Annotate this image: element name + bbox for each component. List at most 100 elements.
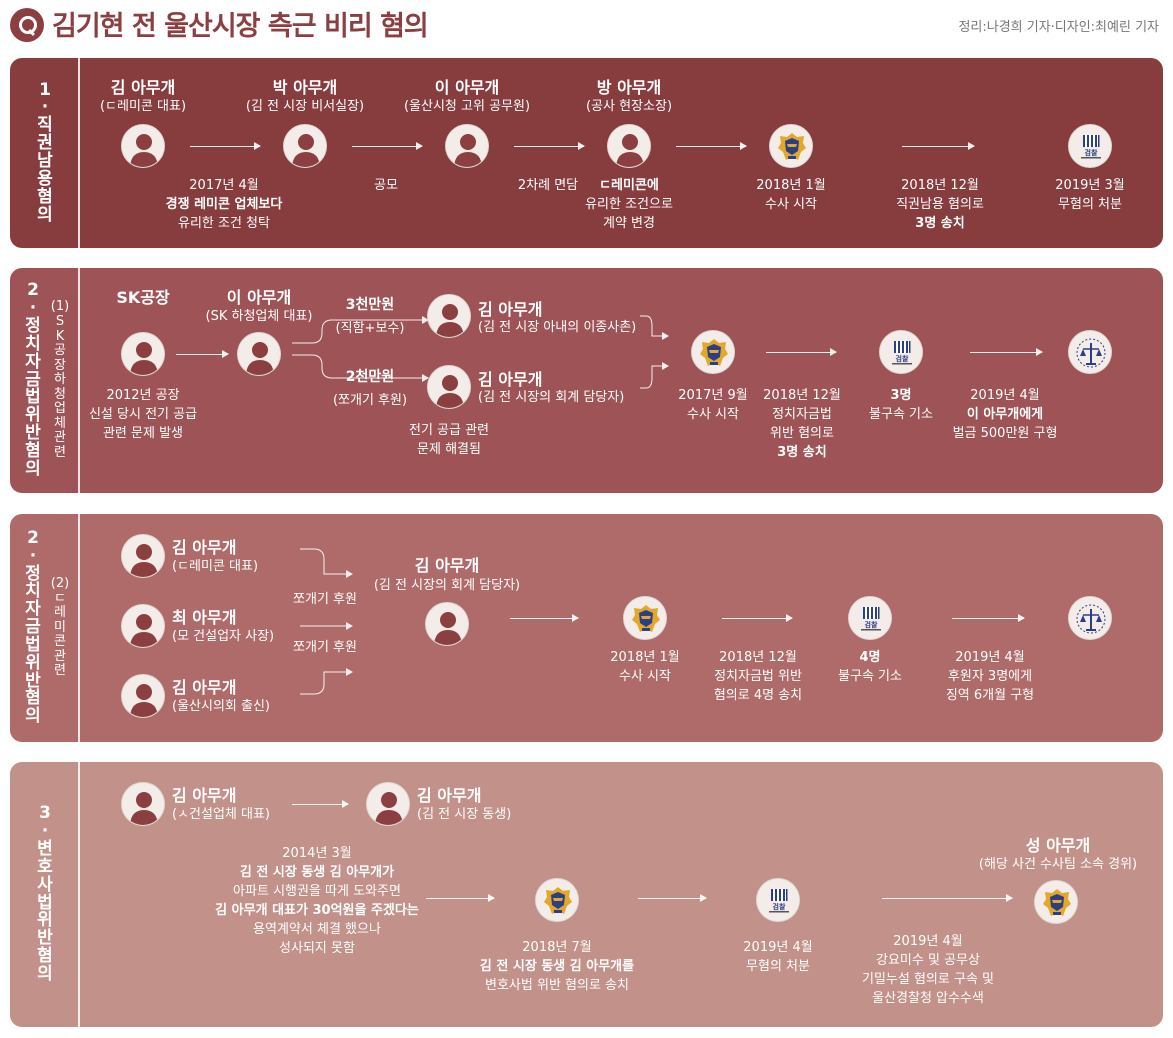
- person-avatar-icon: [121, 604, 165, 648]
- person-name: 김 아무개: [478, 300, 543, 319]
- person-name: 김 아무개: [172, 538, 237, 557]
- person-avatar-icon: [121, 782, 165, 826]
- prosecution-emblem-icon: 검찰: [879, 330, 923, 374]
- flow-arrow: [952, 614, 1025, 622]
- branch-lines: [300, 548, 353, 695]
- step-desc: 2019년 4월 무혐의 처분: [743, 940, 813, 974]
- step-desc: 2017년 4월 경쟁 레미콘 업체보다 유리한 조건 청탁: [165, 178, 283, 231]
- step-desc: 3명 불구속 기소: [869, 388, 933, 422]
- step-desc: 2018년 12월 정치자금법 위반 혐의로 3명 송치: [763, 388, 841, 460]
- person-name: 김 아무개: [414, 556, 480, 575]
- person-avatar-icon: [121, 332, 165, 376]
- amount-label: 3천만원: [345, 297, 395, 313]
- panel-side-label: 2 · 정 치 자 금 법 위 반 혐 의 (2) ㄷ 레 미 콘 관 련: [10, 514, 80, 742]
- person-name: 김 아무개: [417, 786, 482, 805]
- step-desc: 2018년 12월 정치자금법 위반 혐의로 4명 송치: [713, 650, 803, 703]
- person-name: 김 아무개: [110, 78, 176, 97]
- step-desc: 2017년 9월 수사 시작: [678, 388, 748, 422]
- person-avatar-icon: [427, 294, 471, 338]
- prosecution-label: 검찰: [1084, 149, 1098, 157]
- person-role: (ㄷ레미콘 대표): [172, 559, 259, 574]
- step-desc: 2019년 4월 후원자 3명에게 징역 6개월 구형: [945, 650, 1035, 703]
- step-desc: 2019년 4월 이 아무개에게 벌금 500만원 구형: [952, 388, 1058, 441]
- amount-label: 2천만원: [345, 369, 395, 385]
- side-subtitle: (2) ㄷ 레 미 콘 관 련: [50, 576, 70, 679]
- person-role: (김 전 시장 동생): [417, 807, 512, 822]
- person-avatar-icon: [427, 365, 471, 409]
- flow-arrow: [882, 894, 1013, 902]
- flow-arrow: [638, 894, 707, 902]
- flow-arrow: [190, 142, 261, 150]
- person-name: 김 아무개: [172, 678, 237, 697]
- person-name: 이 아무개: [226, 288, 292, 307]
- flow-arrow: [352, 142, 423, 150]
- branch-lines: [292, 315, 669, 389]
- side-title: 3 · 변 호 사 법 위 반 혐 의: [37, 803, 53, 984]
- flow-arrow: [510, 614, 579, 622]
- flow-arrow: [292, 800, 349, 808]
- step-desc: 2018년 1월 수사 시작: [610, 650, 680, 684]
- flow-arrow: [426, 894, 495, 902]
- person-role: (ㄷ레미콘 대표): [99, 99, 187, 114]
- police-emblem-icon: [623, 596, 667, 640]
- step-desc: 2018년 12월 직권남용 혐의로 3명 송치: [896, 178, 984, 231]
- person-role: (김 전 시장의 회계 담당자): [478, 390, 625, 405]
- person-role: (해당 사건 수사팀 소속 경위): [978, 857, 1138, 872]
- flow-label: 쪼개기 후원: [293, 592, 357, 607]
- flow-arrow: [970, 348, 1043, 356]
- credit-line: 정리:나경희 기자·디자인:최예린 기자: [958, 20, 1159, 35]
- person-role: (김 전 시장 비서실장): [245, 99, 365, 114]
- side-title: 2 · 정 치 자 금 법 위 반 혐 의: [25, 280, 41, 479]
- person-role: (울산시청 고위 공무원): [403, 99, 531, 114]
- police-emblem-icon: [535, 878, 579, 922]
- person-role: (모 건설업자 사장): [172, 629, 275, 644]
- step-desc: ㄷ레미콘에 유리한 조건으로 계약 변경: [585, 178, 673, 231]
- person-name: 김 아무개: [172, 786, 237, 805]
- person-role: (SK 하청업체 대표): [205, 309, 313, 324]
- person-avatar-icon: [445, 124, 489, 168]
- prosecution-emblem-icon: 검찰: [1068, 124, 1112, 168]
- court-emblem-icon: [1068, 330, 1112, 374]
- prosecution-label: 검찰: [864, 621, 878, 629]
- panel-side-label: 1 · 직 권 남 용 혐 의: [10, 58, 80, 248]
- flow-arrow: [766, 348, 837, 356]
- person-avatar-icon: [607, 124, 651, 168]
- person-avatar-icon: [425, 602, 469, 646]
- prosecution-label: 검찰: [895, 355, 909, 363]
- person-name: 최 아무개: [172, 608, 237, 627]
- step-desc: 2014년 3월 김 전 시장 동생 김 아무개가 아파트 시행권을 따게 도와주면…: [215, 846, 419, 956]
- court-emblem-icon: [1068, 596, 1112, 640]
- panel-attorney-act: 3 · 변 호 사 법 위 반 혐 의 김 아무개 (ㅅ건설업체 대표) 김 아무개 (김 전 시…: [10, 762, 1163, 1027]
- person-avatar-icon: [121, 674, 165, 718]
- panel-political-funds-sk: 2 · 정 치 자 금 법 위 반 혐 의 (1) S K 공 장 하 청 업 체 관 련 SK공장 이 아무개 (SK…: [10, 268, 1163, 493]
- step-desc: 2019년 4월 강요미수 및 공무상 기밀누설 혐의로 구속 및 울산경찰청 압수수…: [862, 934, 994, 1006]
- person-name: 방 아무개: [596, 78, 662, 97]
- person-avatar-icon: [121, 534, 165, 578]
- step-desc: 2019년 3월 무혐의 처분: [1055, 178, 1125, 212]
- police-emblem-icon: [1034, 880, 1078, 924]
- prosecution-emblem-icon: 검찰: [756, 878, 800, 922]
- person-avatar-icon: [283, 124, 327, 168]
- side-title: 2 · 정 치 자 금 법 위 반 혐 의: [25, 527, 41, 727]
- magnifier-icon: [10, 8, 44, 42]
- person-role: (울산시의회 출신): [172, 699, 270, 714]
- step-desc: 2018년 7월 김 전 시장 동생 김 아무개를 변호사법 위반 혐의로 송치: [479, 940, 635, 993]
- step-desc: 2차례 면담: [517, 178, 579, 193]
- police-emblem-icon: [769, 124, 813, 168]
- prosecution-emblem-icon: 검찰: [848, 596, 892, 640]
- side-title: 1 · 직 권 남 용 혐 의: [37, 79, 53, 225]
- amount-sub: (직함+보수): [335, 321, 405, 336]
- person-name: 이 아무개: [434, 78, 500, 97]
- step-desc: 전기 공급 관련 문제 해결됨: [408, 423, 490, 457]
- step-desc: 2018년 1월 수사 시작: [756, 178, 826, 212]
- person-avatar-icon: [366, 782, 410, 826]
- police-emblem-icon: [691, 330, 735, 374]
- person-name: 김 아무개: [478, 370, 543, 389]
- panel-side-label: 2 · 정 치 자 금 법 위 반 혐 의 (1) S K 공 장 하 청 업 체 관 련: [10, 268, 80, 493]
- person-role: (공사 현장소장): [585, 99, 673, 114]
- page-title: 김기현 전 울산시장 측근 비리 혐의: [52, 11, 429, 42]
- flow-arrow: [176, 350, 229, 358]
- person-avatar-icon: [121, 124, 165, 168]
- flow-label: 쪼개기 후원: [293, 640, 357, 655]
- flow-arrow: [722, 614, 793, 622]
